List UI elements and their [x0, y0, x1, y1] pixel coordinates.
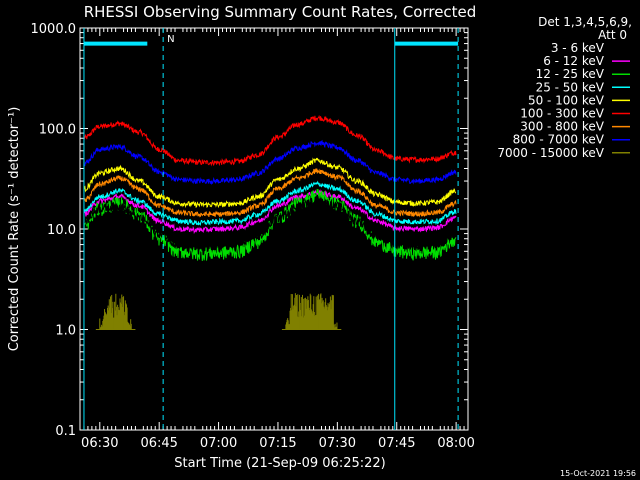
y-axis-ticks: 0.1 1.0 10.0 100.0 1000.0: [31, 22, 468, 439]
axes: [79, 27, 469, 431]
x-tick-label: 08:00: [437, 436, 474, 451]
y-axis-label: Corrected Count Rate (s⁻¹ detector⁻¹): [7, 107, 22, 352]
legend-label: 50 - 100 keV: [528, 93, 605, 107]
legend-label: 25 - 50 keV: [536, 80, 605, 94]
y-tick-label: 100.0: [39, 123, 76, 138]
footer-date: 15-Oct-2021 19:56: [560, 469, 636, 478]
legend-label: 6 - 12 keV: [543, 54, 605, 68]
y-tick-label: 1000.0: [31, 22, 77, 37]
series-line-50-100keV: [83, 157, 457, 209]
series-line-100-300keV: [83, 114, 457, 167]
x-axis-label: Start Time (21-Sep-09 06:25:22): [174, 456, 385, 471]
legend-label: 100 - 300 keV: [520, 107, 604, 121]
legend-label: 3 - 6 keV: [551, 41, 605, 55]
legend-header-line-2: Att 0: [598, 28, 627, 42]
legend-label: 800 - 7000 keV: [513, 133, 605, 147]
x-tick-label: 07:00: [200, 436, 237, 451]
x-tick-label: 07:15: [259, 436, 296, 451]
x-tick-label: 07:30: [319, 436, 356, 451]
x-tick-label: 06:45: [140, 436, 177, 451]
legend-label: 300 - 800 keV: [520, 120, 604, 134]
series-line-3-6keV: [83, 195, 457, 252]
chart-title: RHESSI Observing Summary Count Rates, Co…: [84, 3, 477, 21]
x-axis-ticks: 06:30 06:45 07:00 07:15 07:30 07:45 08:00: [81, 28, 475, 451]
y-tick-label: 10.0: [47, 223, 76, 238]
night-markers: [83, 28, 459, 430]
plot-frame: [79, 27, 469, 431]
legend-header-line-1: Det 1,3,4,5,6,9,: [538, 15, 632, 29]
legend-label: 12 - 25 keV: [536, 67, 605, 81]
series-line-25-50keV: [83, 180, 457, 227]
night-marker-label: N: [167, 34, 174, 45]
legend-label: 7000 - 15000 keV: [497, 146, 604, 160]
olive-bursts: [95, 293, 342, 330]
y-tick-label: 0.1: [55, 424, 76, 439]
series-line-800-7000keV: [83, 139, 457, 186]
x-tick-label: 07:45: [378, 436, 415, 451]
series-line-300-800keV: [83, 168, 457, 218]
y-tick-label: 1.0: [55, 324, 76, 339]
series-lines: [83, 114, 457, 262]
series-line-6-12keV: [83, 189, 457, 235]
x-tick-label: 06:30: [81, 436, 118, 451]
